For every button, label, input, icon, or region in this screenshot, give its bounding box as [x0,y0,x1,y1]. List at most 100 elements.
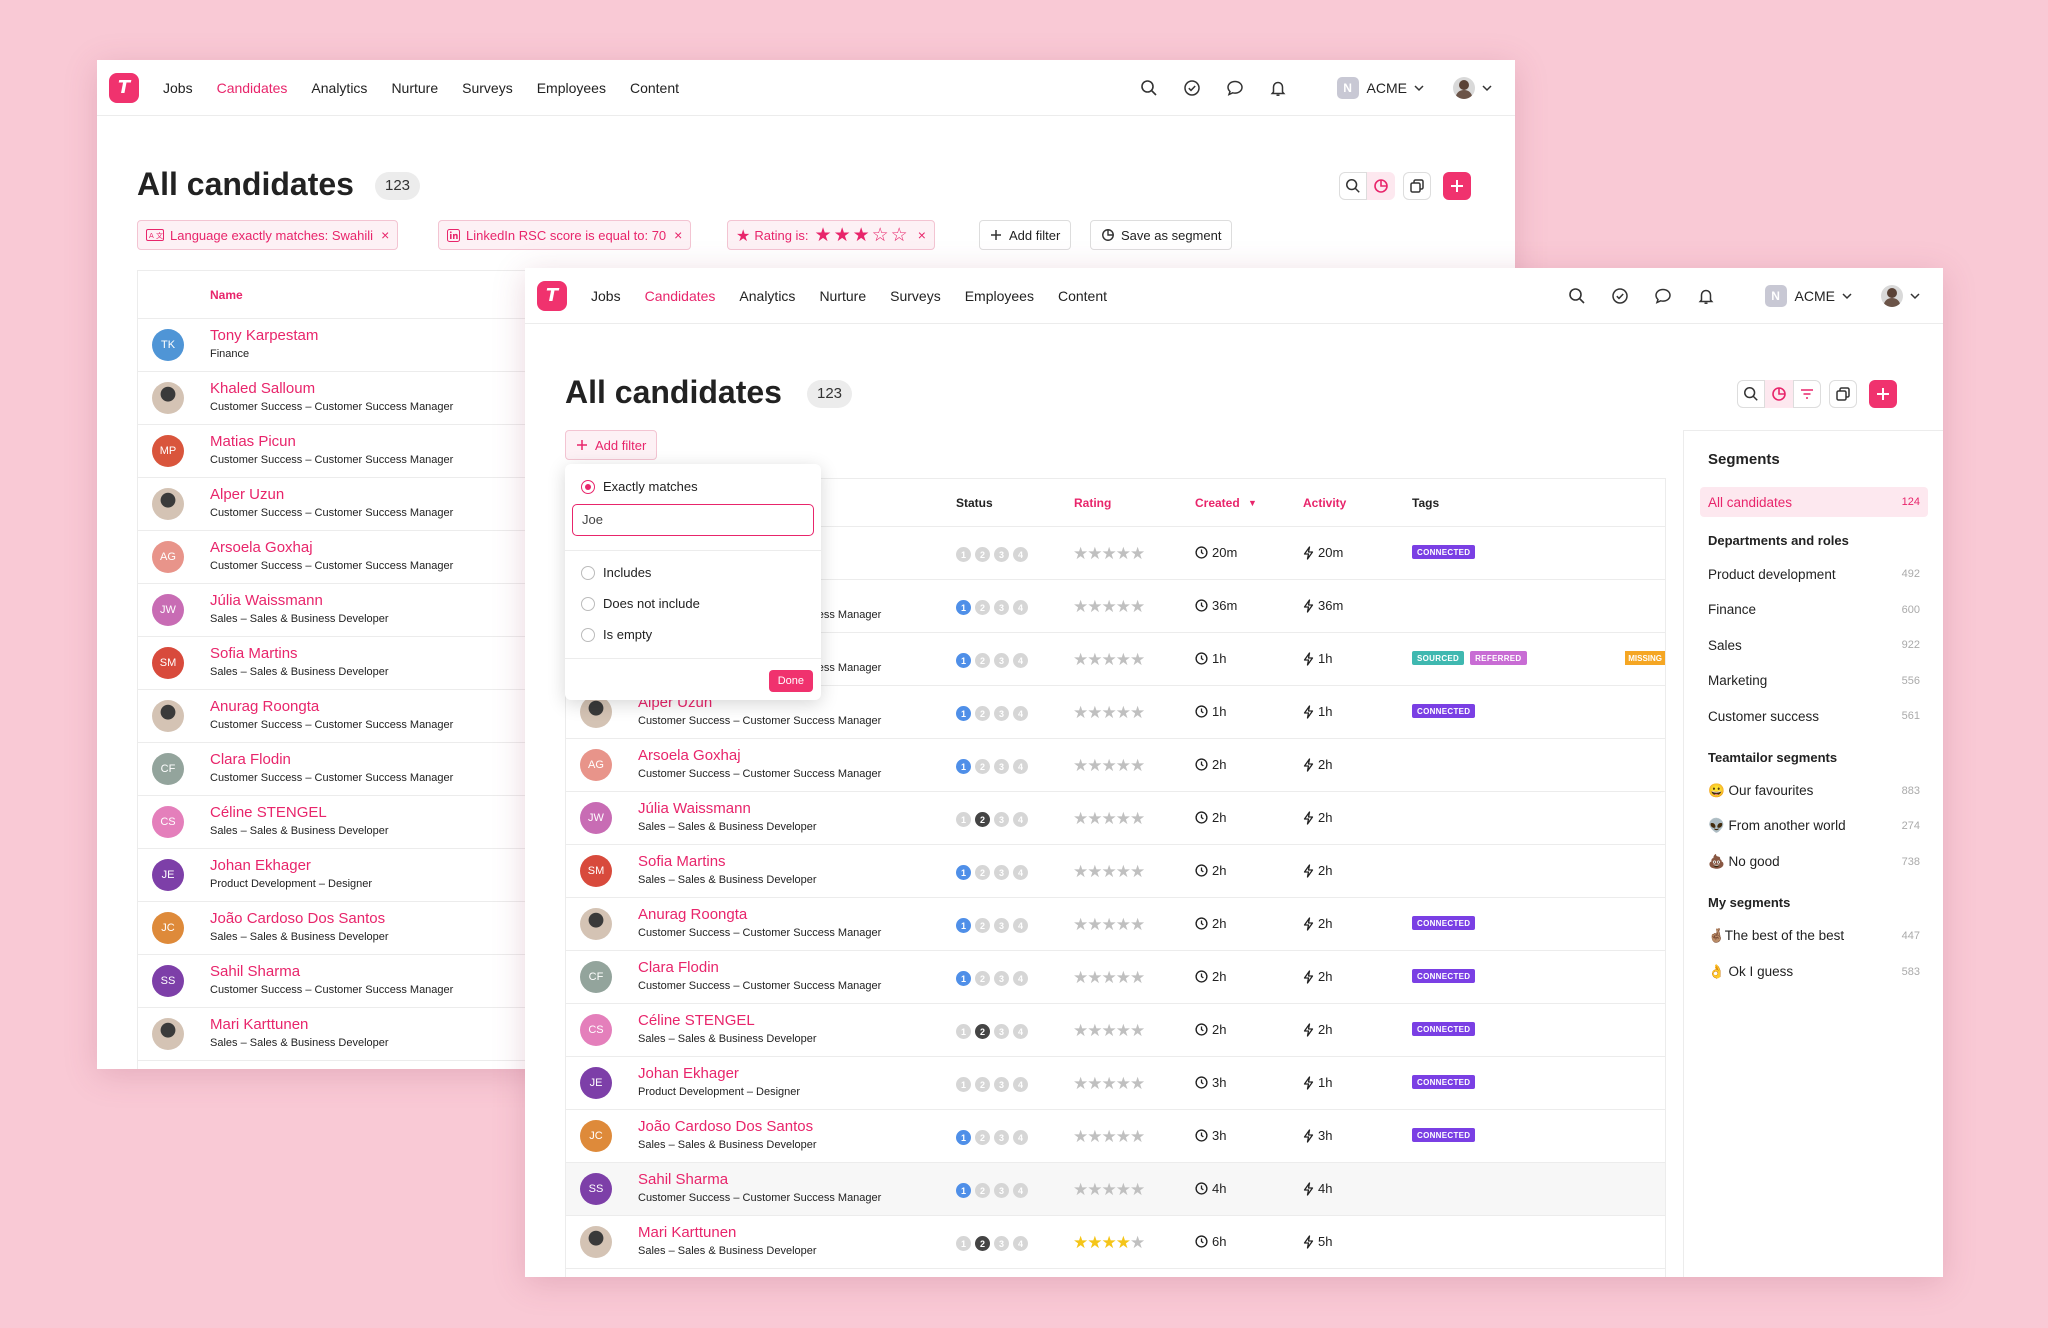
teamtailor-logo[interactable]: T [109,72,139,103]
nav-item-candidates[interactable]: Candidates [644,287,716,304]
add-candidate-button[interactable] [1869,380,1897,408]
nav-item-analytics[interactable]: Analytics [739,287,796,304]
rating-stars[interactable]: ★★★★★ [1073,652,1145,669]
candidate-name[interactable]: Anurag Roongta [638,906,748,923]
rating-stars[interactable]: ★★★★★ [1073,970,1145,987]
col-rating[interactable]: Rating [1074,496,1112,510]
avatar[interactable] [152,488,184,520]
option-exactly-matches[interactable]: Exactly matches [581,479,698,494]
table-row[interactable]: JW Júlia Waissmann Sales – Sales & Busines… [566,792,1665,845]
add-filter-button[interactable]: Add filter [979,220,1072,250]
chevron-down-icon[interactable] [1481,82,1493,94]
tag-connected[interactable]: CONNECTED [1412,916,1476,930]
candidate-name[interactable]: Júlia Waissmann [638,800,751,817]
close-icon[interactable]: × [381,227,390,243]
org-switcher[interactable]: N ACME [1336,77,1425,99]
avatar[interactable] [580,1226,612,1258]
segment-all-candidates[interactable]: All candidates 124 [1700,487,1928,517]
candidate-name[interactable]: Clara Flodin [210,751,291,768]
nav-item-candidates[interactable]: Candidates [216,79,288,96]
copy-button[interactable] [1829,380,1857,408]
candidate-name[interactable]: Sahil Sharma [210,963,301,980]
col-tags[interactable]: Tags [1412,496,1440,510]
candidate-name[interactable]: Khaled Salloum [210,380,316,397]
candidate-name[interactable]: Clara Flodin [638,959,719,976]
candidate-name[interactable]: Júlia Waissmann [210,592,323,609]
nav-item-employees[interactable]: Employees [536,79,606,96]
candidate-name[interactable]: Matias Picun [210,433,296,450]
segment-item[interactable]: 😀 Our favourites 883 [1700,776,1928,806]
nav-item-content[interactable]: Content [1057,287,1108,304]
nav-item-employees[interactable]: Employees [964,287,1034,304]
option-includes[interactable]: Includes [581,565,651,580]
radio[interactable] [581,565,595,580]
option-does-not-include[interactable]: Does not include [581,596,700,611]
search-button[interactable] [1339,172,1367,200]
segment-item[interactable]: Sales 922 [1700,630,1928,660]
avatar[interactable]: CF [152,753,184,785]
candidate-name[interactable]: Céline STENGEL [638,1012,755,1029]
table-row[interactable]: AG Arsoela Goxhaj Customer Success – Custo… [566,739,1665,792]
table-row[interactable]: CS Céline STENGEL Sales – Sales & Business… [566,1004,1665,1057]
close-icon[interactable]: × [674,227,683,243]
rating-stars[interactable]: ★★★★★ [1073,917,1145,934]
candidate-name[interactable]: Arsoela Goxhaj [210,539,313,556]
rating-stars[interactable]: ★★★★★ [1073,811,1145,828]
nav-item-content[interactable]: Content [629,79,680,96]
segment-button[interactable] [1367,172,1395,200]
avatar[interactable]: JC [152,912,184,944]
tag-referred[interactable]: REFERRED [1470,651,1527,665]
avatar[interactable]: AG [580,749,612,781]
col-created[interactable]: Created [1195,496,1240,510]
table-row[interactable]: SS Sahil Sharma Customer Success – Custome… [566,1163,1665,1216]
nav-item-jobs[interactable]: Jobs [163,79,193,96]
copy-button[interactable] [1403,172,1431,200]
candidate-name[interactable]: Sahil Sharma [638,1171,729,1188]
nav-item-surveys[interactable]: Surveys [462,79,513,96]
avatar[interactable] [152,1018,184,1050]
rating-stars[interactable]: ★★★★★ [1073,705,1145,722]
save-segment-button[interactable]: Save as segment [1090,220,1233,250]
check-circle-icon[interactable] [1181,77,1203,99]
candidate-name[interactable]: Johan Ekhager [638,1065,739,1082]
avatar[interactable]: SM [152,647,184,679]
tag-missing[interactable]: MISSING [1625,651,1665,665]
segment-item[interactable]: 🤞🏽The best of the best 447 [1700,921,1928,951]
user-avatar[interactable] [1453,77,1475,99]
tag-connected[interactable]: CONNECTED [1412,1022,1476,1036]
avatar[interactable]: JW [580,802,612,834]
tag-connected[interactable]: CONNECTED [1412,1128,1476,1142]
bell-icon[interactable] [1695,285,1717,307]
done-button[interactable]: Done [768,670,813,692]
rating-stars[interactable]: ★★★★★ [1073,546,1145,563]
segment-item[interactable]: Product development 492 [1700,559,1928,589]
tag-connected[interactable]: CONNECTED [1412,545,1476,559]
avatar[interactable]: SS [580,1173,612,1205]
candidate-name[interactable]: Arsoela Goxhaj [638,747,741,764]
col-activity[interactable]: Activity [1303,496,1347,510]
teamtailor-logo[interactable]: T [537,280,567,311]
table-row[interactable]: CF Clara Flodin Customer Success – Custome… [566,951,1665,1004]
filter-chip-linkedin[interactable]: LinkedIn RSC score is equal to: 70 × [438,220,692,250]
candidate-name[interactable]: João Cardoso Dos Santos [210,910,386,927]
add-candidate-button[interactable] [1443,172,1471,200]
avatar[interactable]: CS [152,806,184,838]
nav-item-nurture[interactable]: Nurture [391,79,439,96]
segment-item[interactable]: Customer success 561 [1700,701,1928,731]
rating-stars[interactable]: ★★★★★ [1073,1129,1145,1146]
rating-stars[interactable]: ★★★★★ [1073,864,1145,881]
search-icon[interactable] [1138,77,1160,99]
avatar[interactable]: JW [152,594,184,626]
bell-icon[interactable] [1267,77,1289,99]
rating-stars[interactable]: ★★★★★ [1073,1076,1145,1093]
avatar[interactable] [152,700,184,732]
